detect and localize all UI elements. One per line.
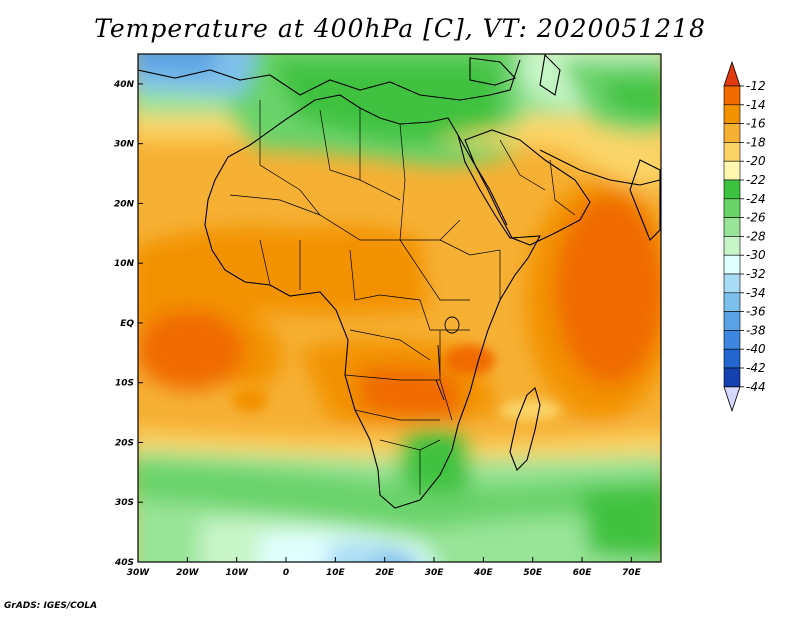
lat-tick-label: 40N <box>113 80 135 90</box>
colorbar-swatch <box>723 273 741 294</box>
colorbar-bottom-arrow <box>723 386 741 413</box>
colorbar-label: -12 <box>746 79 766 93</box>
colorbar-swatch <box>723 104 741 124</box>
colorbar-swatch <box>723 348 741 369</box>
longitude-axis: 30W 20W 10W 0 10E 20E 30E 40E 50E 60E 70E <box>127 557 642 578</box>
colorbar-swatch <box>723 236 741 256</box>
colorbar-swatch <box>723 123 741 143</box>
lat-tick-label: 20N <box>114 199 135 209</box>
colorbar-swatch <box>723 254 741 275</box>
lon-tick-label: 30W <box>127 568 151 578</box>
latitude-axis: 40N 30N 20N 10N EQ 10S 20S 30S 40S <box>113 80 143 568</box>
lon-tick-label: 10W <box>225 568 249 578</box>
lon-tick-label: 40E <box>473 568 494 578</box>
map-frame <box>137 53 662 563</box>
colorbar-label: -44 <box>746 380 766 394</box>
lon-tick-label: 10E <box>326 568 346 578</box>
lat-tick-label: 30S <box>115 498 134 508</box>
lon-tick-label: 70E <box>622 568 642 578</box>
colorbar-swatch <box>723 160 741 181</box>
colorbar-label: -40 <box>746 342 766 356</box>
colorbar-swatch <box>723 367 741 388</box>
colorbar-swatch <box>723 179 741 200</box>
colorbar-swatch <box>723 198 741 218</box>
colorbar-label: -22 <box>746 173 766 187</box>
grads-credit: GrADS: IGES/COLA <box>4 601 98 611</box>
colorbar-label: -36 <box>746 305 766 319</box>
lon-tick-label: 20W <box>176 568 200 578</box>
colorbar-label: -24 <box>746 192 766 206</box>
colorbar-label: -42 <box>746 361 766 375</box>
colorbar-label: -30 <box>746 248 766 262</box>
colorbar-swatch <box>723 330 741 350</box>
colorbar-swatch <box>723 217 741 237</box>
lat-tick-label: 10S <box>115 379 134 389</box>
map-figure: 30W 20W 10W 0 10E 20E 30E 40E 50E 60E 70E 40N 30N 20… <box>113 53 766 578</box>
lat-tick-label: 20S <box>115 438 134 448</box>
colorbar-label: -38 <box>746 323 766 337</box>
lon-tick-label: 0 <box>283 568 289 578</box>
lon-tick-label: 50E <box>523 568 543 578</box>
map-title: Temperature at 400hPa [C], VT: 202005121… <box>94 14 706 43</box>
colorbar-label: -14 <box>746 98 766 112</box>
lon-tick-label: 60E <box>573 568 593 578</box>
colorbar-swatch <box>723 292 741 312</box>
temperature-field <box>138 54 661 562</box>
country-borders <box>229 100 576 495</box>
colorbar-swatch <box>723 311 741 331</box>
lakes <box>435 316 460 401</box>
colorbar-label: -34 <box>746 286 766 300</box>
lat-tick-label: 10N <box>114 259 135 269</box>
colorbar-label: -16 <box>746 117 766 131</box>
colorbar-top-arrow <box>723 60 741 87</box>
lat-tick-label: EQ <box>120 319 134 329</box>
colorbar-label: -32 <box>746 267 766 281</box>
colorbar-swatch <box>723 142 741 162</box>
colorbar-label: -18 <box>746 135 766 149</box>
lat-tick-label: 40S <box>114 558 134 568</box>
colorbar-legend: -12 -14 -16 -18 -20 -22 -24 -26 -28 -30 -32 -34 -36 -… <box>723 60 766 413</box>
colorbar-label: -28 <box>746 229 766 243</box>
colorbar-label: -26 <box>746 211 766 225</box>
lon-tick-label: 20E <box>375 568 395 578</box>
lon-tick-label: 30E <box>425 568 445 578</box>
colorbar-swatch <box>723 85 741 106</box>
lat-tick-label: 30N <box>114 140 135 150</box>
coastlines <box>138 54 661 509</box>
colorbar-label: -20 <box>746 154 766 168</box>
